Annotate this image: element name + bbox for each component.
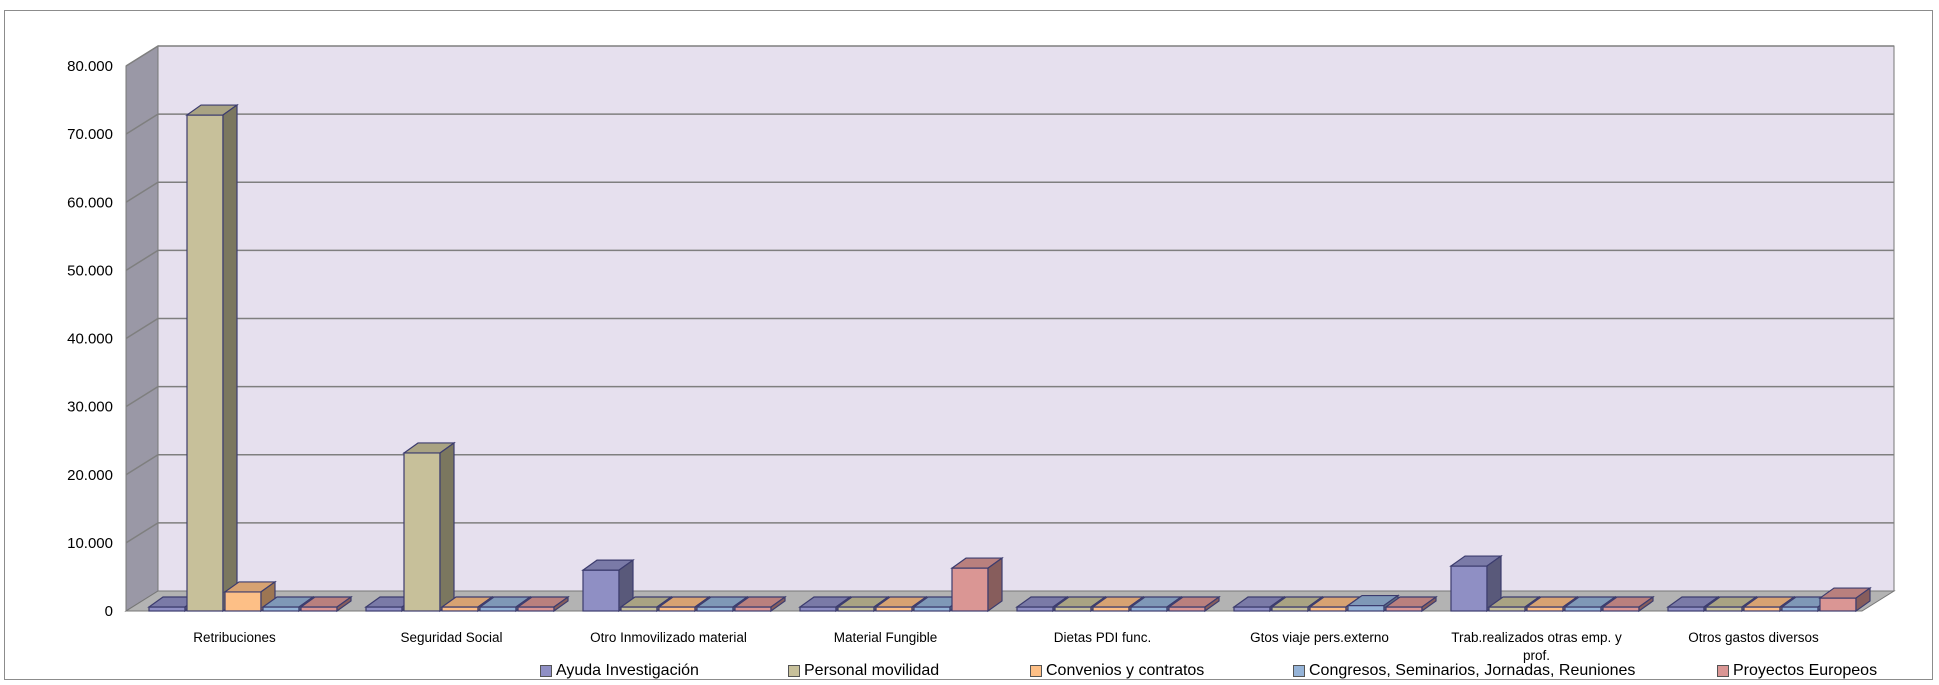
bar: [402, 441, 456, 613]
gridline: [125, 385, 1894, 408]
bars: [147, 103, 1872, 613]
y-tick-label: 50.000: [67, 262, 113, 279]
gridlines: [125, 45, 1894, 544]
y-tick-label: 20.000: [67, 467, 113, 484]
legend-label: Ayuda Investigación: [556, 662, 699, 679]
bar: [733, 595, 787, 613]
y-tick-label: 0: [105, 603, 113, 620]
legend-label: Congresos, Seminarios, Jornadas, Reunion…: [1309, 662, 1636, 679]
gridline: [125, 45, 1894, 67]
bar: [516, 595, 570, 613]
bar: [1449, 554, 1503, 613]
x-tick-label: Otros gastos diversos: [1688, 630, 1819, 645]
bar: [950, 556, 1004, 613]
gridline: [125, 454, 1894, 476]
x-tick-label: Gtos viaje pers.externo: [1250, 630, 1389, 645]
legend-swatch: [1293, 665, 1305, 677]
bar: [299, 595, 353, 613]
bar: [1818, 586, 1872, 613]
gridline: [125, 522, 1894, 544]
x-tick-label: Otro Inmovilizado material: [590, 630, 747, 645]
x-tick-label: Seguridad Social: [400, 630, 502, 645]
bar: [874, 595, 928, 613]
bar: [1601, 595, 1655, 613]
gridline: [125, 113, 1894, 135]
legend-swatch: [1030, 665, 1042, 677]
legend-item: Convenios y contratos: [1030, 662, 1204, 680]
gridline: [125, 317, 1894, 340]
legend-item: Personal movilidad: [788, 662, 939, 680]
y-tick-label: 80.000: [67, 58, 113, 75]
legend: Ayuda Investigación Personal movilidad Con…: [0, 662, 1939, 684]
y-tick-label: 60.000: [67, 194, 113, 211]
y-tick-label: 10.000: [67, 535, 113, 552]
legend-item: Proyectos Europeos: [1717, 662, 1877, 680]
y-tick-label: 40.000: [67, 331, 113, 348]
x-tick-label: Retribuciones: [193, 630, 276, 645]
legend-label: Convenios y contratos: [1046, 662, 1205, 679]
legend-item: Ayuda Investigación: [540, 662, 699, 680]
bar: [223, 580, 277, 613]
chart-walls: [124, 45, 1896, 612]
bar: [581, 558, 635, 613]
y-tick-label: 30.000: [67, 399, 113, 416]
x-axis: Retribuciones Seguridad Social Otro Inmovi…: [193, 630, 1819, 663]
legend-swatch: [540, 665, 552, 677]
bar: [1167, 595, 1221, 613]
legend-swatch: [788, 665, 800, 677]
bar: [185, 103, 239, 613]
gridline: [125, 249, 1894, 272]
legend-label: Personal movilidad: [804, 662, 940, 679]
gridline: [125, 181, 1894, 203]
y-axis: 0 10.000 20.000 30.000 40.000 50.000 60.000 70.…: [67, 58, 113, 620]
y-tick-label: 70.000: [67, 126, 113, 143]
x-tick-label: Trab.realizados otras emp. y prof.: [1451, 630, 1622, 663]
legend-swatch: [1717, 665, 1729, 677]
x-tick-label: Material Fungible: [834, 630, 938, 645]
legend-item: Congresos, Seminarios, Jornadas, Reunion…: [1293, 662, 1635, 680]
x-tick-label: Dietas PDI func.: [1054, 630, 1152, 645]
legend-label: Proyectos Europeos: [1733, 662, 1878, 679]
bar: [1384, 595, 1438, 613]
